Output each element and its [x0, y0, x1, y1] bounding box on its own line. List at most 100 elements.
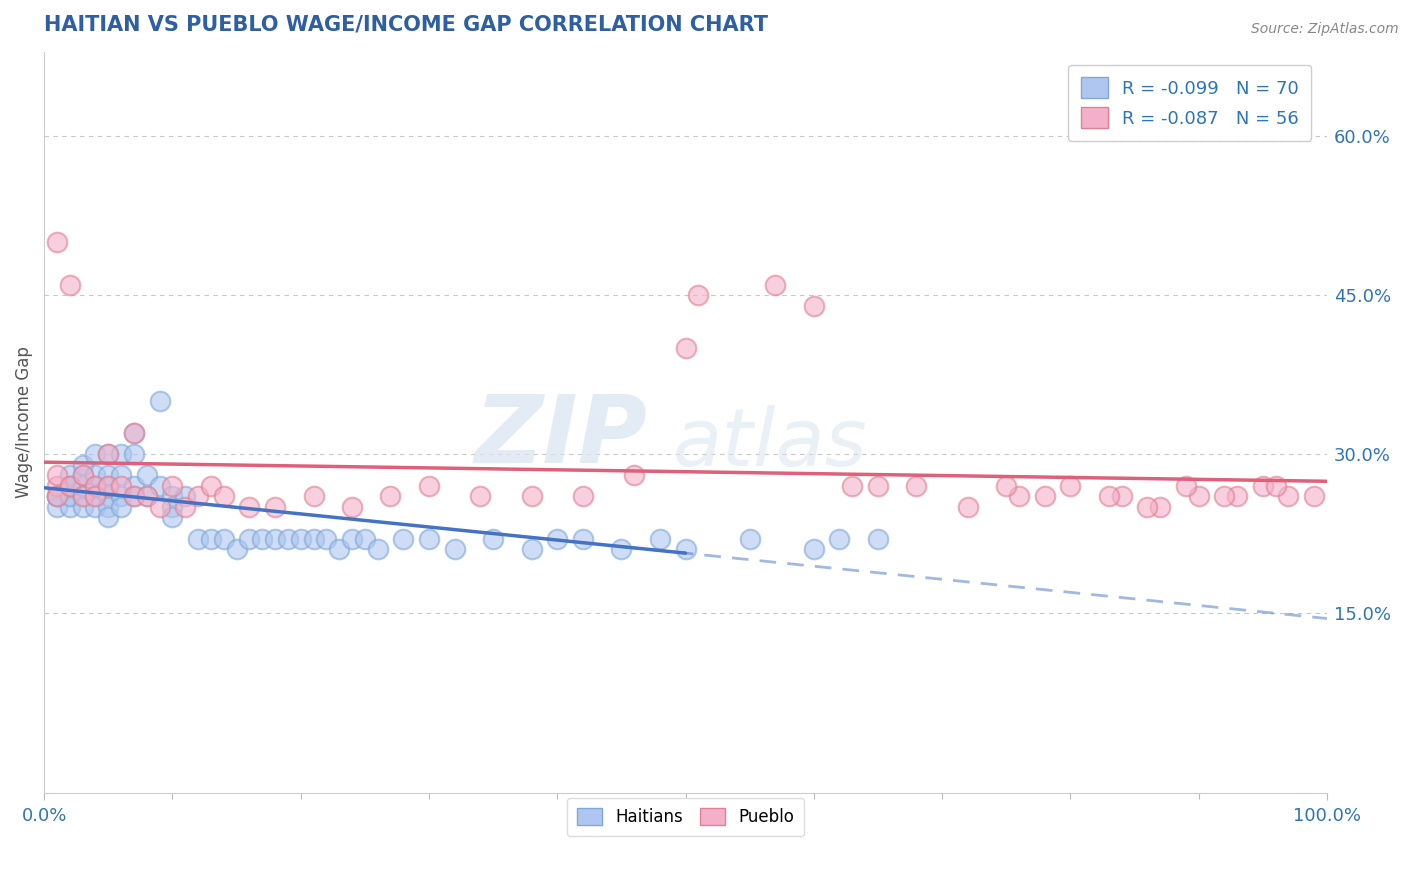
- Point: [1033, 489, 1056, 503]
- Point: [59, 489, 82, 503]
- Point: [59, 479, 82, 493]
- Point: [1098, 489, 1121, 503]
- Point: [187, 532, 209, 546]
- Point: [225, 542, 247, 557]
- Point: [1149, 500, 1171, 514]
- Point: [250, 532, 273, 546]
- Point: [135, 489, 157, 503]
- Point: [392, 532, 415, 546]
- Point: [59, 489, 82, 503]
- Point: [174, 489, 197, 503]
- Point: [72, 479, 94, 493]
- Point: [866, 532, 889, 546]
- Point: [340, 532, 363, 546]
- Text: HAITIAN VS PUEBLO WAGE/INCOME GAP CORRELATION CHART: HAITIAN VS PUEBLO WAGE/INCOME GAP CORREL…: [44, 15, 768, 35]
- Point: [59, 479, 82, 493]
- Point: [238, 532, 260, 546]
- Point: [45, 479, 67, 493]
- Point: [905, 479, 928, 493]
- Point: [302, 532, 325, 546]
- Point: [380, 489, 402, 503]
- Point: [45, 489, 67, 503]
- Point: [45, 500, 67, 514]
- Point: [648, 532, 671, 546]
- Point: [302, 489, 325, 503]
- Point: [418, 532, 440, 546]
- Point: [1111, 489, 1133, 503]
- Point: [200, 532, 222, 546]
- Point: [122, 489, 145, 503]
- Point: [995, 479, 1018, 493]
- Point: [803, 542, 825, 557]
- Point: [97, 489, 120, 503]
- Point: [340, 500, 363, 514]
- Point: [572, 532, 595, 546]
- Point: [1264, 479, 1286, 493]
- Point: [122, 489, 145, 503]
- Point: [803, 299, 825, 313]
- Point: [328, 542, 350, 557]
- Point: [59, 500, 82, 514]
- Point: [290, 532, 312, 546]
- Point: [187, 489, 209, 503]
- Point: [97, 479, 120, 493]
- Point: [110, 489, 132, 503]
- Point: [45, 235, 67, 250]
- Point: [122, 425, 145, 440]
- Point: [110, 468, 132, 483]
- Point: [623, 468, 645, 483]
- Point: [97, 479, 120, 493]
- Point: [520, 489, 543, 503]
- Point: [212, 489, 235, 503]
- Point: [59, 479, 82, 493]
- Point: [45, 468, 67, 483]
- Point: [162, 510, 184, 524]
- Point: [264, 500, 287, 514]
- Point: [97, 447, 120, 461]
- Text: atlas: atlas: [672, 406, 868, 483]
- Point: [482, 532, 505, 546]
- Point: [122, 447, 145, 461]
- Point: [1213, 489, 1236, 503]
- Point: [84, 479, 107, 493]
- Point: [520, 542, 543, 557]
- Point: [72, 489, 94, 503]
- Point: [763, 277, 786, 292]
- Point: [675, 542, 697, 557]
- Point: [84, 489, 107, 503]
- Legend: Haitians, Pueblo: Haitians, Pueblo: [567, 798, 804, 836]
- Point: [122, 425, 145, 440]
- Point: [97, 510, 120, 524]
- Point: [162, 500, 184, 514]
- Point: [162, 479, 184, 493]
- Point: [45, 489, 67, 503]
- Point: [148, 394, 170, 409]
- Point: [212, 532, 235, 546]
- Point: [841, 479, 863, 493]
- Point: [572, 489, 595, 503]
- Point: [443, 542, 465, 557]
- Point: [738, 532, 761, 546]
- Text: Source: ZipAtlas.com: Source: ZipAtlas.com: [1251, 22, 1399, 37]
- Point: [1174, 479, 1197, 493]
- Point: [1008, 489, 1031, 503]
- Point: [162, 489, 184, 503]
- Point: [470, 489, 492, 503]
- Point: [1303, 489, 1326, 503]
- Point: [72, 489, 94, 503]
- Point: [866, 479, 889, 493]
- Point: [1188, 489, 1211, 503]
- Y-axis label: Wage/Income Gap: Wage/Income Gap: [15, 346, 32, 498]
- Text: ZIP: ZIP: [474, 391, 647, 483]
- Point: [200, 479, 222, 493]
- Point: [148, 479, 170, 493]
- Point: [174, 500, 197, 514]
- Point: [72, 458, 94, 472]
- Point: [1226, 489, 1249, 503]
- Point: [238, 500, 260, 514]
- Point: [675, 341, 697, 355]
- Point: [1277, 489, 1299, 503]
- Point: [97, 447, 120, 461]
- Point: [1251, 479, 1274, 493]
- Point: [72, 468, 94, 483]
